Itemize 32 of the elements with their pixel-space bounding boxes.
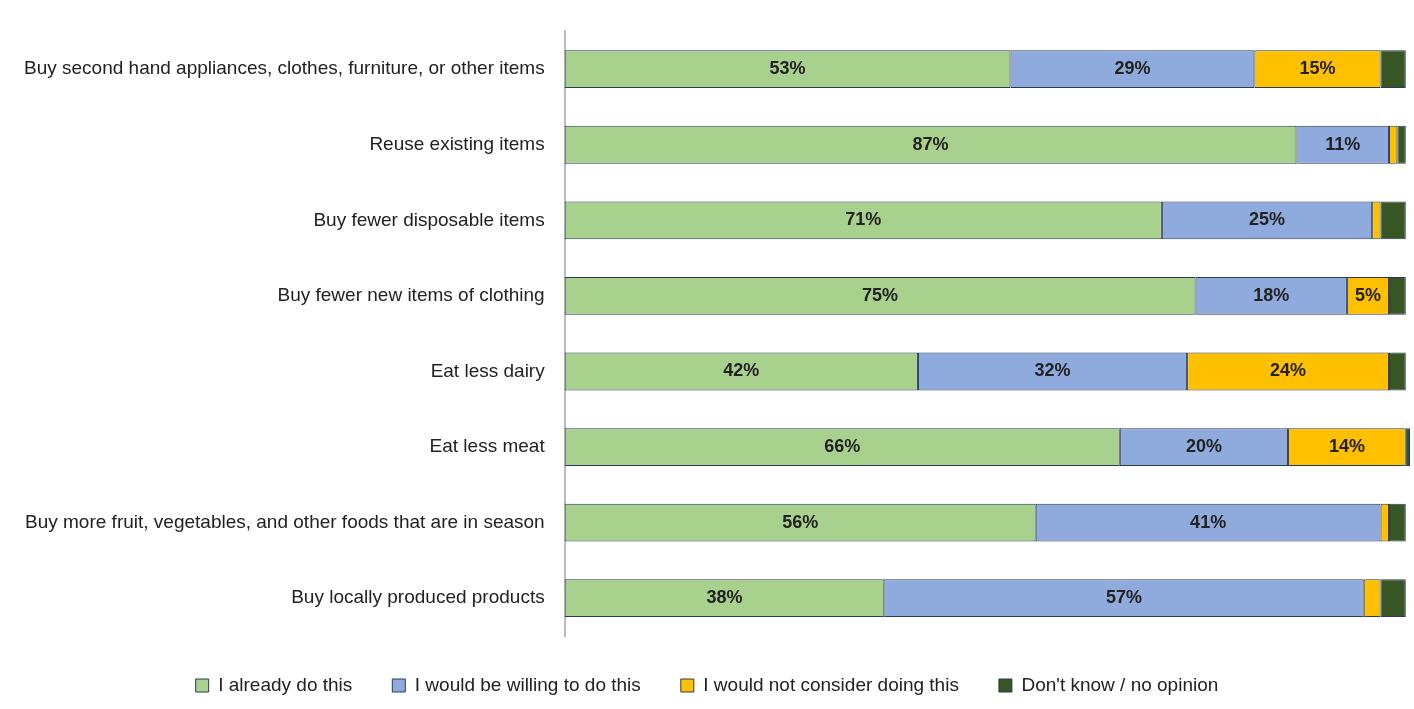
data-label: 38%: [706, 587, 743, 608]
data-label: 15%: [1299, 58, 1336, 79]
y-tick-label: Reuse existing items: [369, 133, 545, 154]
data-label: 66%: [824, 436, 861, 457]
y-tick-label: Eat less meat: [429, 435, 546, 457]
data-label: 29%: [1114, 58, 1151, 79]
y-tick-label: Buy locally produced products: [291, 586, 545, 608]
data-label: 42%: [723, 360, 760, 381]
y-tick-label: Eat less dairy: [430, 359, 546, 381]
legend-label: Don't know / no opinion: [1021, 673, 1219, 695]
data-label: 5%: [1354, 284, 1381, 305]
data-label: 24%: [1270, 360, 1307, 381]
y-tick-label: Buy more fruit, vegetables, and other foods that are in season: [25, 510, 545, 532]
data-label: 41%: [1190, 511, 1227, 532]
data-label: 14%: [1328, 436, 1365, 457]
data-label: 56%: [782, 511, 819, 532]
data-label: 57%: [1106, 587, 1143, 608]
legend-label: I would be willing to do this: [414, 673, 641, 695]
data-label: 32%: [1034, 360, 1071, 381]
y-tick-label: Buy fewer disposable items: [313, 208, 545, 230]
y-tick-label: Buy fewer new items of clothing: [277, 284, 545, 306]
data-label: 75%: [862, 284, 899, 305]
data-label: 18%: [1253, 284, 1290, 305]
data-label: 53%: [769, 58, 806, 79]
data-label: 11%: [1325, 133, 1361, 154]
data-label: 25%: [1249, 209, 1286, 230]
data-label: 71%: [845, 209, 882, 230]
data-label: 20%: [1185, 436, 1222, 457]
legend-label: I already do this: [218, 673, 353, 695]
y-tick-label: Buy second hand appliances, clothes, furniture, or other items: [23, 57, 545, 79]
data-label: 87%: [912, 133, 949, 154]
legend-label: I would not consider doing this: [703, 673, 959, 695]
